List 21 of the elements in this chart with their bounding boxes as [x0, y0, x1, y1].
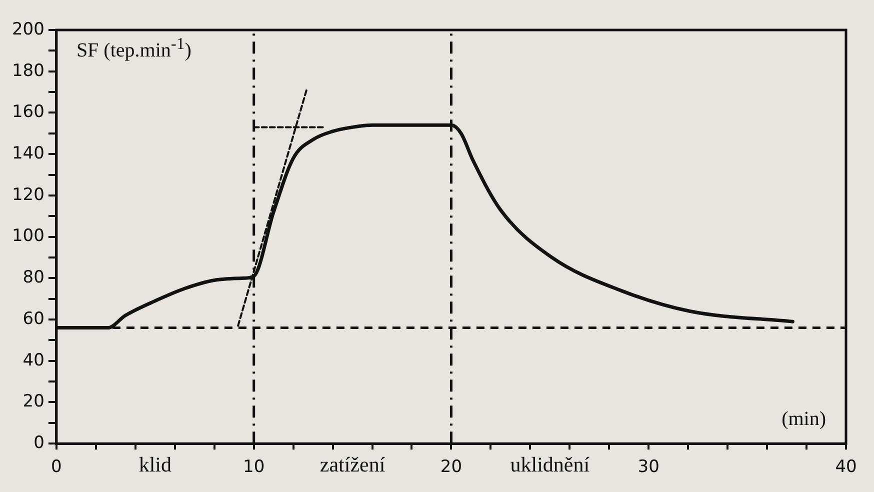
x-tick-label: 30 [638, 457, 660, 478]
x-tick-label: 10 [243, 457, 265, 478]
y-tick-label: 160 [12, 102, 44, 122]
text: uklidnění [510, 452, 590, 477]
x-tick-label: 40 [835, 457, 857, 478]
y-tick-label: 140 [12, 144, 44, 164]
y-tick-label: 80 [22, 268, 44, 288]
y-tick-label: 60 [22, 308, 44, 329]
y-tick-label: 20 [22, 392, 44, 412]
y-tick-label: 180 [12, 60, 44, 81]
x-axis-title: (min) [782, 408, 826, 431]
y-tick-label: 40 [22, 350, 44, 370]
y-tick-label: 120 [12, 184, 44, 205]
y-tick-label: 200 [12, 19, 44, 40]
x-tick-label: 0 [51, 457, 62, 478]
y-tick-label: 100 [12, 226, 44, 246]
y-tick-label: 0 [34, 433, 44, 454]
x-tick-label: 20 [440, 457, 462, 478]
text: klid [138, 452, 172, 477]
y-axis-title: SF (tep.min$^{-1}$) [76, 34, 192, 63]
text: zatížení [320, 452, 386, 477]
